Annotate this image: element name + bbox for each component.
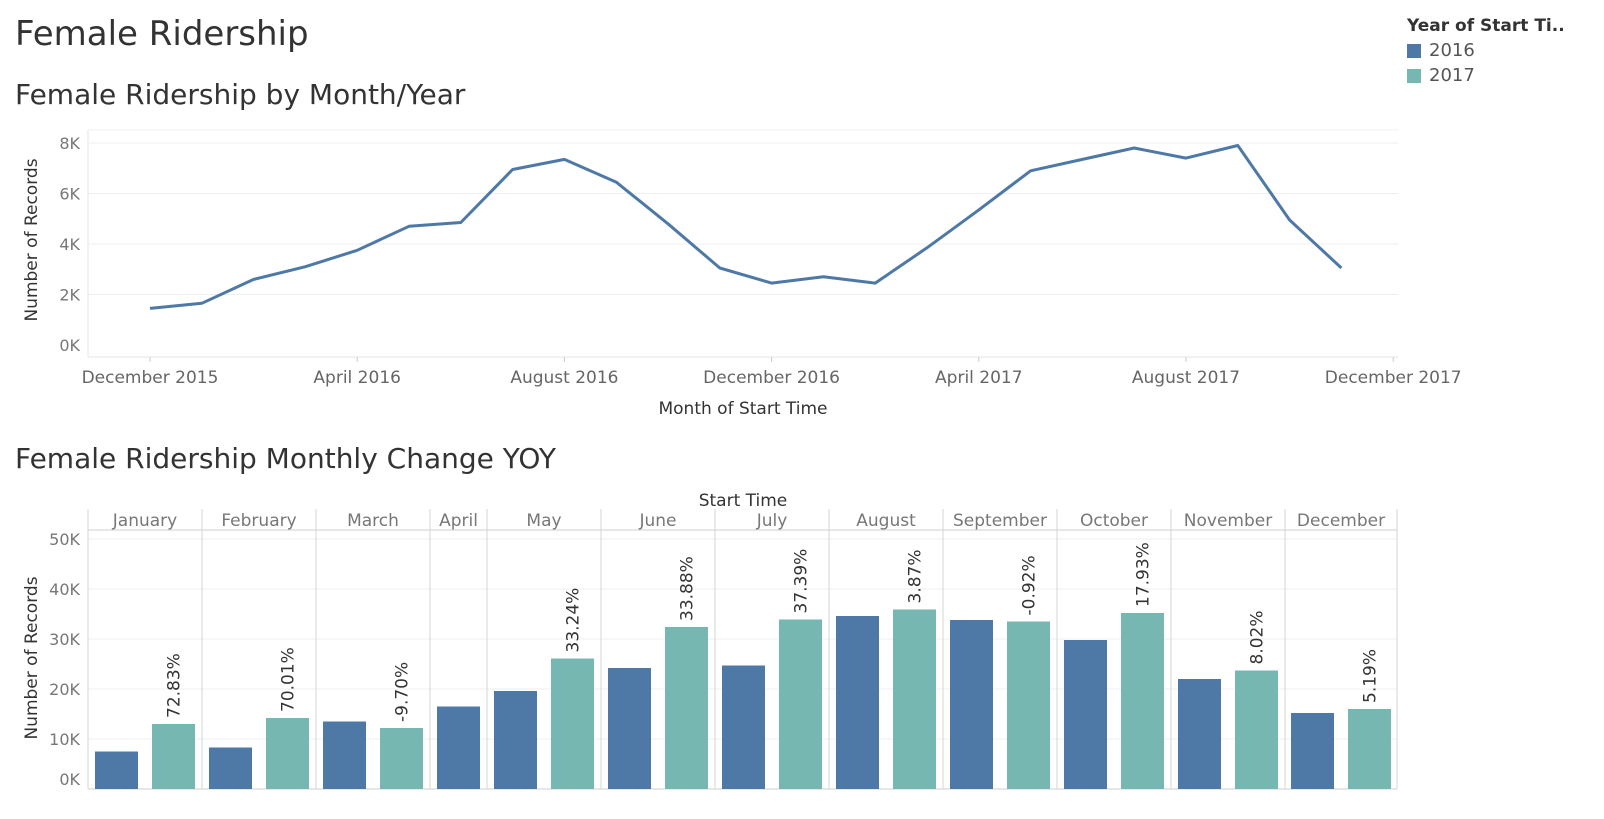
bar-y-tick-label: 20K bbox=[49, 680, 80, 699]
bar-2017-september bbox=[1007, 621, 1050, 789]
line-y-axis-title: Number of Records bbox=[22, 158, 42, 321]
bar-2016-december bbox=[1291, 713, 1334, 789]
legend-title: Year of Start Ti.. bbox=[1407, 16, 1565, 36]
line-x-tick-label: December 2016 bbox=[703, 368, 840, 388]
bar-2016-april bbox=[437, 706, 480, 789]
bar-2017-march bbox=[380, 728, 423, 789]
bar-2016-august bbox=[836, 616, 879, 789]
bar-y-tick-label: 10K bbox=[49, 730, 80, 749]
bar-2017-june bbox=[665, 627, 708, 789]
bar-2017-january bbox=[152, 724, 195, 789]
bar-2017-october bbox=[1121, 613, 1164, 789]
bar-change-label-november: 8.02% bbox=[1248, 610, 1268, 664]
bar-y-tick-label: 0K bbox=[59, 770, 80, 789]
line-y-tick-label: 8K bbox=[59, 134, 80, 153]
year-legend[interactable]: Year of Start Ti.. 2016 2017 bbox=[1407, 16, 1597, 86]
bar-month-header-january: January bbox=[112, 511, 177, 531]
legend-swatch-2017 bbox=[1407, 68, 1421, 83]
line-y-tick-label: 2K bbox=[59, 286, 80, 305]
bar-change-label-february: 70.01% bbox=[279, 647, 299, 712]
legend-label: 2016 bbox=[1429, 40, 1475, 61]
bar-change-label-january: 72.83% bbox=[165, 653, 185, 718]
legend-item-2016[interactable]: 2016 bbox=[1407, 40, 1597, 61]
bar-change-label-july: 37.39% bbox=[792, 549, 812, 614]
bar-2016-july bbox=[722, 665, 765, 789]
bar-change-label-august: 3.87% bbox=[906, 549, 926, 603]
bar-2016-november bbox=[1178, 679, 1221, 789]
bar-2016-october bbox=[1064, 640, 1107, 789]
line-chart-title: Female Ridership by Month/Year bbox=[15, 78, 466, 111]
line-x-axis-title: Month of Start Time bbox=[658, 399, 827, 419]
bar-2017-july bbox=[779, 619, 822, 789]
legend-item-2017[interactable]: 2017 bbox=[1407, 65, 1597, 86]
bar-month-header-june: June bbox=[638, 511, 676, 531]
line-x-tick-label: December 2017 bbox=[1325, 368, 1462, 388]
line-x-tick-label: August 2016 bbox=[510, 368, 618, 388]
bar-month-header-february: February bbox=[221, 511, 296, 531]
line-x-tick-label: April 2017 bbox=[935, 368, 1023, 388]
line-x-tick-label: August 2017 bbox=[1132, 368, 1240, 388]
bar-y-tick-label: 30K bbox=[49, 630, 80, 649]
bar-y-tick-label: 40K bbox=[49, 580, 80, 599]
bar-2017-november bbox=[1235, 670, 1278, 789]
bar-2016-may bbox=[494, 691, 537, 789]
bar-2016-september bbox=[950, 620, 993, 789]
bar-change-label-october: 17.93% bbox=[1134, 542, 1154, 607]
dashboard-title: Female Ridership bbox=[15, 14, 309, 54]
bar-month-header-september: September bbox=[953, 511, 1047, 531]
bar-y-axis-title: Number of Records bbox=[22, 576, 42, 739]
line-y-tick-label: 6K bbox=[59, 185, 80, 204]
bar-month-header-december: December bbox=[1297, 511, 1385, 531]
bar-month-header-november: November bbox=[1184, 511, 1272, 531]
legend-label: 2017 bbox=[1429, 65, 1475, 86]
bar-change-label-december: 5.19% bbox=[1361, 649, 1381, 703]
bar-2016-january bbox=[95, 751, 138, 789]
bar-2016-march bbox=[323, 721, 366, 789]
bar-month-header-march: March bbox=[347, 511, 399, 531]
bar-month-header-may: May bbox=[526, 511, 561, 531]
line-x-tick-label: December 2015 bbox=[82, 368, 219, 388]
bar-change-label-may: 33.24% bbox=[564, 588, 584, 653]
legend-swatch-2016 bbox=[1407, 43, 1421, 58]
bar-2017-may bbox=[551, 658, 594, 789]
bar-change-label-september: -0.92% bbox=[1020, 555, 1040, 615]
bar-change-label-june: 33.88% bbox=[678, 556, 698, 621]
bar-2016-june bbox=[608, 668, 651, 789]
line-y-tick-label: 0K bbox=[59, 336, 80, 355]
line-y-tick-label: 4K bbox=[59, 235, 80, 254]
bar-month-header-july: July bbox=[756, 511, 788, 531]
line-x-tick-label: April 2016 bbox=[313, 368, 401, 388]
bar-month-header-october: October bbox=[1080, 511, 1148, 531]
bar-2017-december bbox=[1348, 709, 1391, 789]
line-series-female-ridership bbox=[149, 144, 1343, 310]
bar-2016-february bbox=[209, 747, 252, 789]
bar-2017-february bbox=[266, 718, 309, 789]
bar-month-header-august: August bbox=[856, 511, 916, 531]
bar-2017-august bbox=[893, 609, 936, 789]
bar-month-header-april: April bbox=[439, 511, 478, 531]
bar-y-tick-label: 50K bbox=[49, 530, 80, 549]
bar-chart-title: Female Ridership Monthly Change YOY bbox=[15, 442, 556, 475]
bar-change-label-march: -9.70% bbox=[393, 662, 413, 722]
bar-column-header: Start Time bbox=[699, 491, 788, 511]
